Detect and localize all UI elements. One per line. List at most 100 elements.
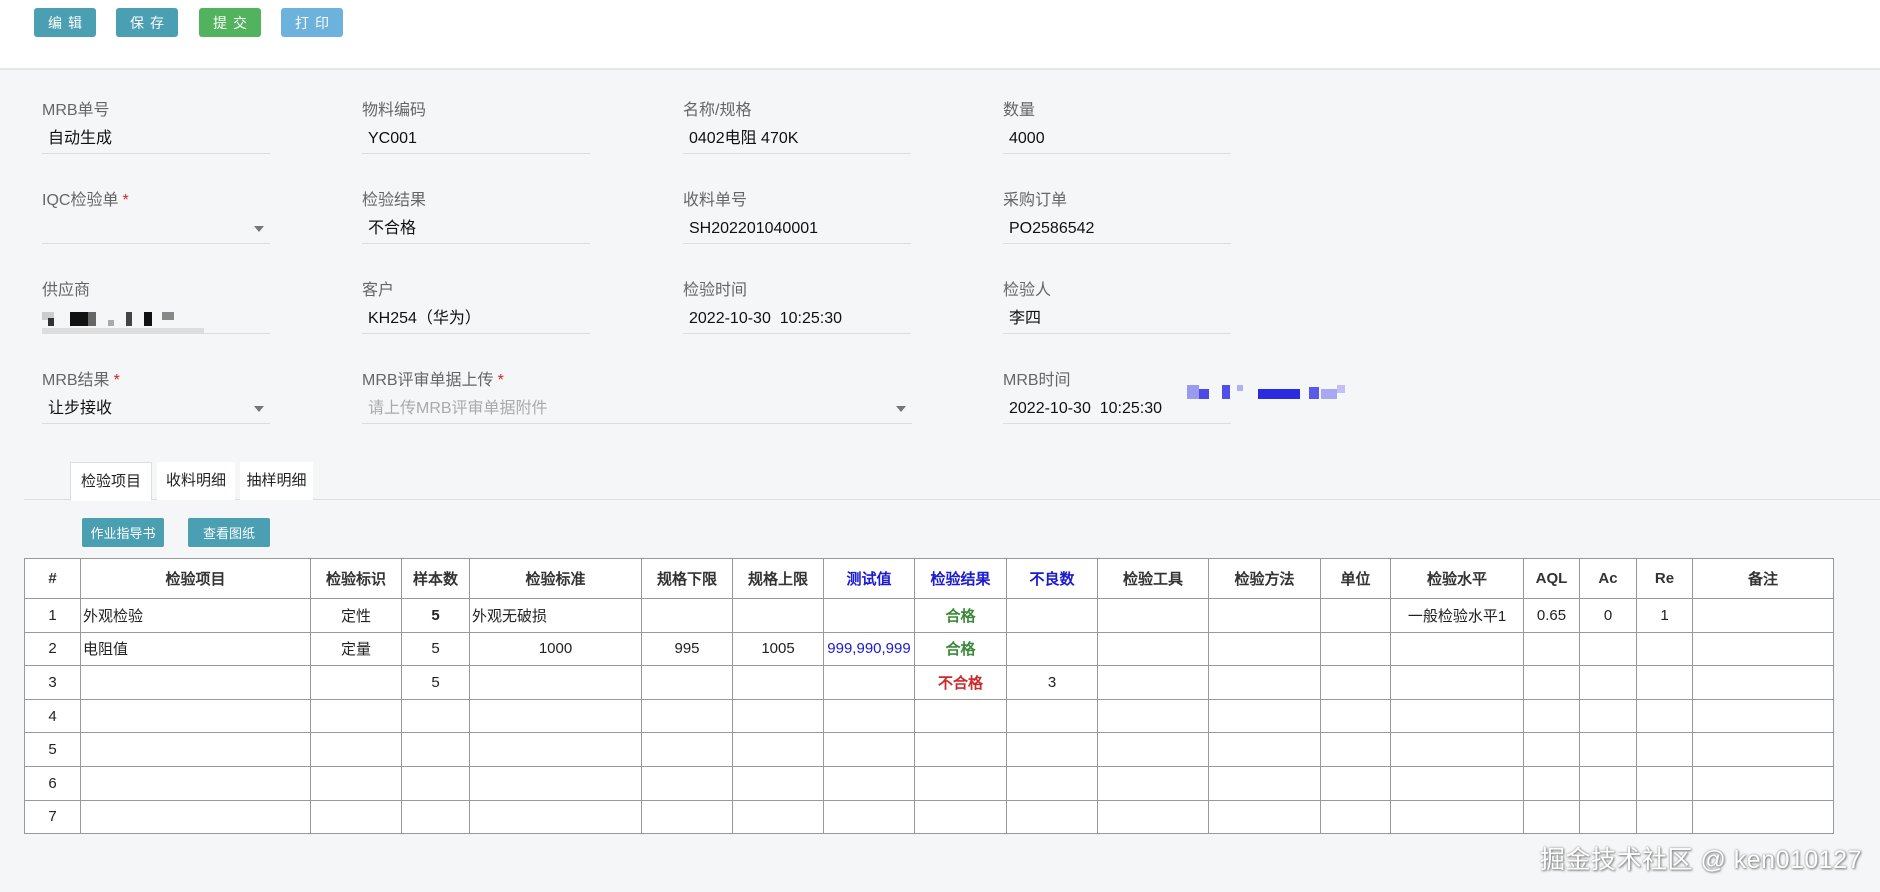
table-cell[interactable] [1320,799,1391,835]
table-cell[interactable]: 合格 [914,598,1007,633]
table-cell[interactable] [732,799,824,835]
submit-button[interactable]: 提交 [199,8,261,37]
table-cell[interactable] [1006,732,1098,767]
table-cell[interactable] [1208,732,1321,767]
table-cell[interactable]: 3 [1006,665,1098,700]
table-cell[interactable] [1208,765,1321,801]
table-cell[interactable] [1208,799,1321,835]
mrb-result-select[interactable]: 让步接收 [42,398,270,424]
table-cell[interactable] [401,799,470,835]
table-cell[interactable] [1692,732,1834,767]
table-cell[interactable] [1390,732,1524,767]
table-cell[interactable] [1523,698,1580,734]
table-row[interactable]: 7 [24,799,1834,835]
inspection-time-input[interactable]: 2022-10-30 10:25:30 [683,308,911,334]
table-cell[interactable] [401,732,470,767]
table-cell[interactable] [1523,765,1580,801]
mrb-upload-select[interactable]: 请上传MRB评审单据附件 [362,398,912,424]
table-cell[interactable] [914,732,1007,767]
table-cell[interactable] [914,698,1007,734]
table-cell[interactable] [1390,799,1524,835]
table-cell[interactable]: 4 [24,698,81,734]
table-cell[interactable] [1579,765,1637,801]
table-cell[interactable] [1636,698,1693,734]
table-cell[interactable] [1692,799,1834,835]
table-cell[interactable] [1390,631,1524,667]
chevron-down-icon[interactable] [896,406,906,412]
table-cell[interactable] [1208,598,1321,633]
table-cell[interactable] [823,598,915,633]
inspection-result-input[interactable]: 不合格 [362,218,590,244]
table-cell[interactable] [1097,732,1209,767]
table-cell[interactable] [641,732,733,767]
table-cell[interactable] [1390,765,1524,801]
print-button[interactable]: 打印 [281,8,343,37]
table-cell[interactable] [1523,799,1580,835]
table-cell[interactable]: 5 [401,665,470,700]
tab-inspection-items[interactable]: 检验项目 [70,462,152,501]
table-cell[interactable] [1320,665,1391,700]
table-cell[interactable] [80,765,311,801]
table-cell[interactable] [80,665,311,700]
table-cell[interactable] [1097,631,1209,667]
table-cell[interactable] [1579,799,1637,835]
table-cell[interactable] [1320,598,1391,633]
table-cell[interactable] [641,698,733,734]
table-cell[interactable]: 5 [401,631,470,667]
table-cell[interactable] [1097,598,1209,633]
table-cell[interactable]: 6 [24,765,81,801]
table-cell[interactable] [641,799,733,835]
table-cell[interactable] [914,799,1007,835]
table-cell[interactable] [823,665,915,700]
table-cell[interactable] [1523,665,1580,700]
table-cell[interactable] [1636,799,1693,835]
material-code-input[interactable]: YC001 [362,128,590,154]
quantity-input[interactable]: 4000 [1003,128,1231,154]
table-cell[interactable]: 定性 [310,598,402,633]
tab-receipt-details[interactable]: 收料明细 [157,462,235,500]
table-cell[interactable]: 0 [1579,598,1637,633]
table-cell[interactable] [1692,765,1834,801]
chevron-down-icon[interactable] [254,406,264,412]
table-cell[interactable] [310,799,402,835]
table-cell[interactable] [469,698,642,734]
table-cell[interactable] [310,665,402,700]
table-cell[interactable] [310,698,402,734]
table-cell[interactable] [1320,698,1391,734]
tab-sampling-details[interactable]: 抽样明细 [240,462,313,500]
table-cell[interactable]: 5 [401,598,470,633]
table-cell[interactable]: 1 [1636,598,1693,633]
table-cell[interactable]: 不合格 [914,665,1007,700]
table-cell[interactable] [469,732,642,767]
table-cell[interactable] [1006,631,1098,667]
table-cell[interactable] [732,732,824,767]
table-cell[interactable] [1692,698,1834,734]
table-cell[interactable] [1692,598,1834,633]
table-cell[interactable] [80,799,311,835]
table-cell[interactable] [732,665,824,700]
table-cell[interactable] [1579,631,1637,667]
table-row[interactable]: 3 5 不合格 3 [24,665,1834,700]
table-cell[interactable]: 1005 [732,631,824,667]
table-cell[interactable] [1579,665,1637,700]
table-cell[interactable] [1006,598,1098,633]
table-cell[interactable] [1636,631,1693,667]
table-cell[interactable] [469,665,642,700]
table-cell[interactable] [1636,732,1693,767]
edit-button[interactable]: 编辑 [34,8,96,37]
table-cell[interactable] [1692,631,1834,667]
table-cell[interactable] [823,732,915,767]
inspector-input[interactable]: 李四 [1003,308,1231,334]
table-cell[interactable] [823,799,915,835]
table-cell[interactable] [732,698,824,734]
table-cell[interactable] [823,698,915,734]
table-cell[interactable] [823,765,915,801]
table-cell[interactable] [80,698,311,734]
table-cell[interactable] [401,698,470,734]
table-cell[interactable] [1692,665,1834,700]
table-cell[interactable] [1006,698,1098,734]
table-cell[interactable]: 1 [24,598,81,633]
table-row[interactable]: 2 电阻值 定量 5 1000 995 1005 999,990,999 合格 [24,631,1834,667]
table-row[interactable]: 4 [24,698,1834,734]
table-cell[interactable]: 5 [24,732,81,767]
